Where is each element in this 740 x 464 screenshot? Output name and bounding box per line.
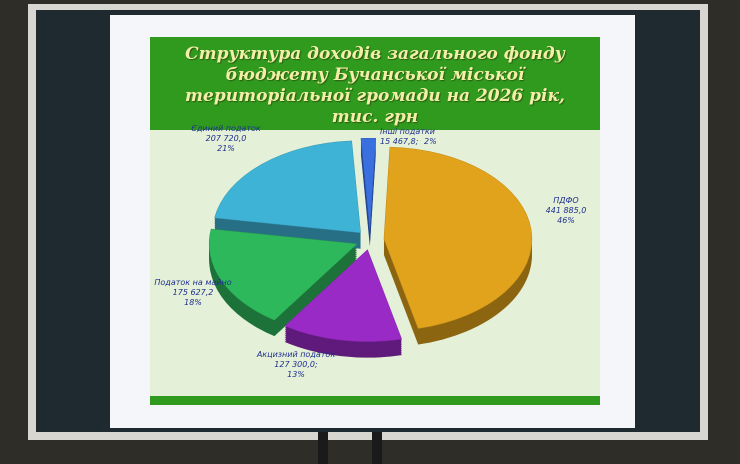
category-label: Єдиний податок [191, 124, 261, 133]
slice [360, 137, 377, 231]
value-label: 127 300,0; [274, 360, 318, 369]
percent-label: 21% [217, 144, 235, 153]
slice [214, 140, 361, 234]
percent-label: 18% [184, 298, 202, 307]
slice [208, 228, 358, 321]
slice [383, 146, 533, 329]
title-banner [150, 37, 600, 130]
percent-label: 13% [287, 370, 305, 379]
slice [284, 249, 403, 342]
category-label: Податок на майно [154, 278, 231, 287]
stand [372, 432, 382, 464]
percent-label: 2% [424, 137, 437, 146]
value-label: 441 885,0 [546, 206, 587, 215]
category-label: Інші податки [380, 127, 435, 136]
chart-title: Структура доходів загального фонду бюдже… [185, 44, 565, 127]
bottom-bar [150, 396, 600, 405]
value-label: 175 627,2 [173, 288, 214, 297]
slice-tops [208, 137, 533, 342]
value-label: 15 467,8; [380, 137, 419, 146]
category-label: ПДФО [553, 196, 578, 205]
stand [318, 432, 328, 464]
category-label: Акцизний податок [256, 350, 335, 359]
value-label: 207 720,0 [206, 134, 247, 143]
percent-label: 46% [557, 216, 575, 225]
